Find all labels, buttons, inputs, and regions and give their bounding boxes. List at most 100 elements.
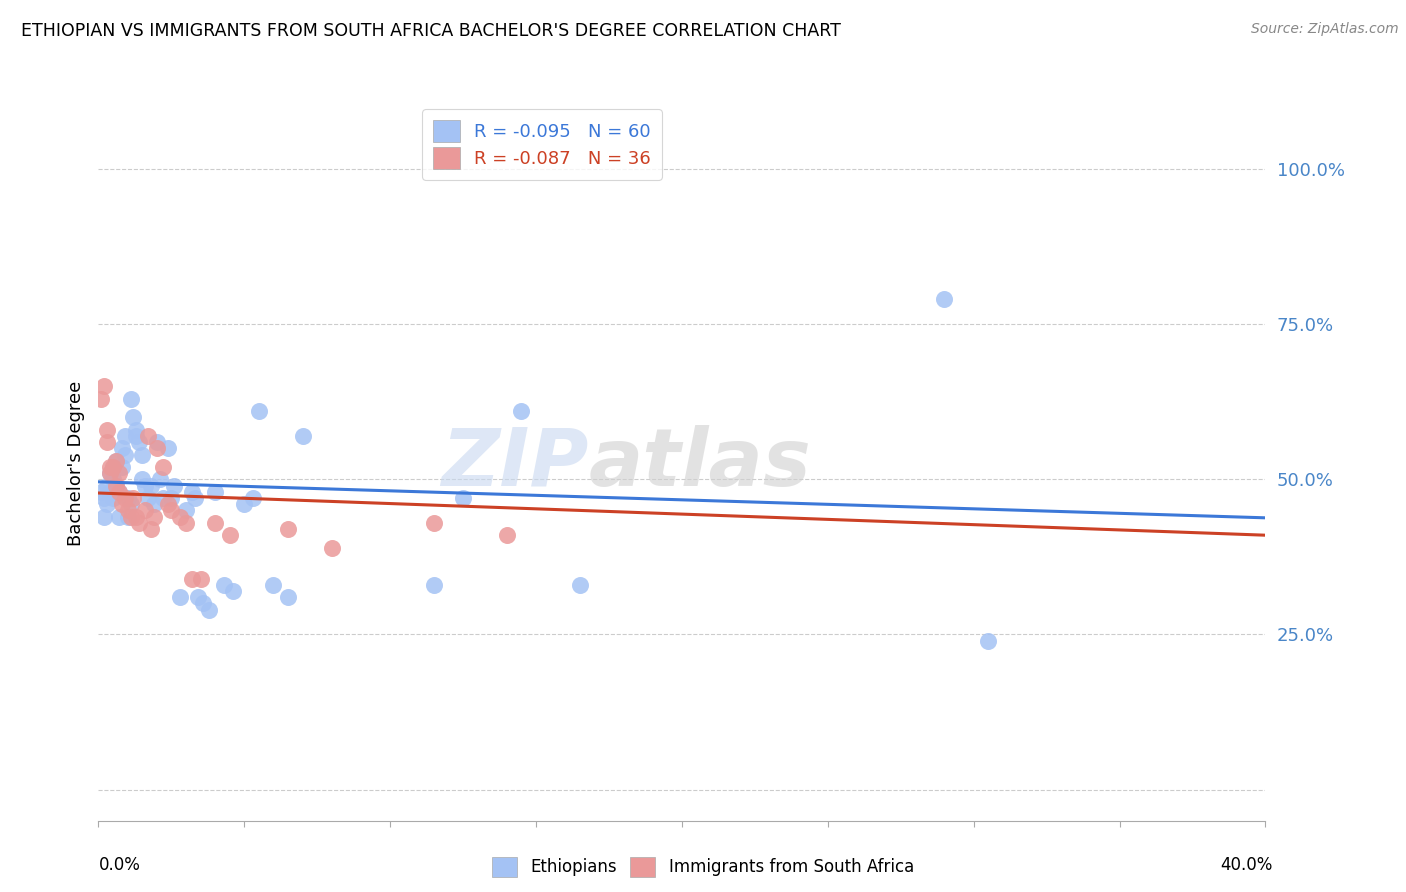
Point [117, 491, 139, 505]
Point [108, 484, 131, 499]
Point [218, 528, 240, 542]
Point [98, 459, 121, 474]
Point [111, 442, 134, 456]
Point [160, 503, 183, 517]
Point [101, 491, 124, 505]
Point [174, 516, 197, 530]
Point [120, 497, 142, 511]
Point [277, 522, 299, 536]
Point [139, 478, 162, 492]
Point [149, 472, 172, 486]
Y-axis label: Bachelor's Degree: Bachelor's Degree [66, 381, 84, 547]
Legend: Ethiopians, Immigrants from South Africa: Ethiopians, Immigrants from South Africa [485, 850, 921, 884]
Point [108, 484, 131, 499]
Text: 40.0%: 40.0% [1220, 855, 1272, 873]
Legend: R = -0.095   N = 60, R = -0.087   N = 36: R = -0.095 N = 60, R = -0.087 N = 36 [422, 109, 662, 180]
Point [139, 522, 162, 536]
Point [277, 591, 299, 605]
Point [212, 578, 235, 592]
Point [108, 466, 131, 480]
Point [128, 435, 150, 450]
Point [321, 541, 343, 555]
Point [128, 516, 150, 530]
Point [104, 454, 127, 468]
Point [221, 584, 243, 599]
Point [190, 572, 212, 586]
Point [125, 429, 148, 443]
Point [104, 478, 127, 492]
Point [96, 478, 118, 492]
Point [233, 497, 256, 511]
Point [122, 410, 145, 425]
Point [101, 472, 124, 486]
Point [142, 509, 165, 524]
Point [423, 516, 446, 530]
Text: atlas: atlas [589, 425, 811, 503]
Point [108, 509, 131, 524]
Point [198, 602, 221, 616]
Point [96, 435, 118, 450]
Point [117, 503, 139, 517]
Point [204, 484, 226, 499]
Point [495, 528, 517, 542]
Point [104, 454, 127, 468]
Point [152, 491, 174, 505]
Point [157, 442, 180, 456]
Point [242, 491, 264, 505]
Point [125, 423, 148, 437]
Point [131, 472, 153, 486]
Point [114, 429, 136, 443]
Point [934, 293, 956, 307]
Point [152, 459, 174, 474]
Point [96, 423, 118, 437]
Point [183, 491, 205, 505]
Point [104, 478, 127, 492]
Point [96, 497, 118, 511]
Point [160, 491, 183, 505]
Text: ETHIOPIAN VS IMMIGRANTS FROM SOUTH AFRICA BACHELOR'S DEGREE CORRELATION CHART: ETHIOPIAN VS IMMIGRANTS FROM SOUTH AFRIC… [21, 22, 841, 40]
Point [187, 591, 209, 605]
Point [204, 516, 226, 530]
Text: 0.0%: 0.0% [98, 855, 141, 873]
Point [122, 491, 145, 505]
Point [169, 591, 191, 605]
Point [977, 633, 1000, 648]
Point [90, 392, 112, 406]
Point [142, 497, 165, 511]
Point [98, 466, 121, 480]
Point [163, 478, 186, 492]
Point [114, 448, 136, 462]
Point [125, 509, 148, 524]
Point [169, 509, 191, 524]
Text: ZIP: ZIP [441, 425, 589, 503]
Point [111, 459, 134, 474]
Point [174, 503, 197, 517]
Point [131, 448, 153, 462]
Point [120, 509, 142, 524]
Point [291, 429, 314, 443]
Point [423, 578, 446, 592]
Point [262, 578, 284, 592]
Point [568, 578, 591, 592]
Point [146, 435, 169, 450]
Point [120, 392, 142, 406]
Point [93, 491, 115, 505]
Point [247, 404, 270, 418]
Point [451, 491, 474, 505]
Point [98, 484, 121, 499]
Point [98, 466, 121, 480]
Point [180, 484, 202, 499]
Point [136, 429, 159, 443]
Point [134, 478, 156, 492]
Point [510, 404, 533, 418]
Text: Source: ZipAtlas.com: Source: ZipAtlas.com [1251, 22, 1399, 37]
Point [157, 497, 180, 511]
Point [111, 497, 134, 511]
Point [101, 459, 124, 474]
Point [93, 509, 115, 524]
Point [114, 491, 136, 505]
Point [93, 379, 115, 393]
Point [180, 572, 202, 586]
Point [117, 509, 139, 524]
Point [193, 597, 215, 611]
